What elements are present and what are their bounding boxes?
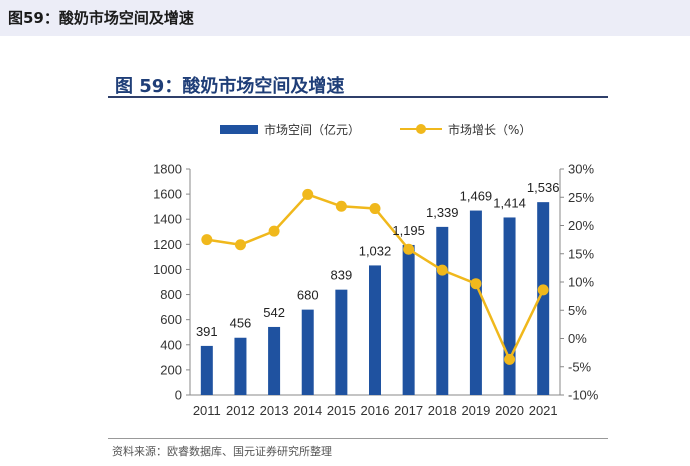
left-axis-tick-label: 400 [160, 337, 182, 352]
legend-label-market-size: 市场空间（亿元） [264, 122, 361, 137]
x-axis-tick-label: 2013 [260, 403, 289, 418]
right-axis-tick-label: 25% [568, 190, 594, 205]
bar [234, 337, 247, 395]
bar-data-label: 680 [297, 288, 319, 303]
right-axis-tick-label: 5% [568, 303, 587, 318]
x-axis-tick-label: 2020 [495, 403, 524, 418]
bar-data-label: 1,032 [359, 243, 392, 258]
growth-point [268, 225, 280, 237]
growth-point [302, 188, 314, 200]
legend-label-growth: 市场增长（%） [448, 122, 532, 137]
bar-data-label: 1,339 [426, 205, 459, 220]
left-axis-tick-label: 800 [160, 287, 182, 302]
chart-legend: 市场空间（亿元） 市场增长（%） [0, 118, 690, 140]
x-axis-tick-label: 2012 [226, 403, 255, 418]
left-axis-tick-label: 600 [160, 312, 182, 327]
bar [268, 326, 281, 395]
growth-point [335, 200, 347, 212]
bar [335, 289, 348, 395]
header-bar: 图59：酸奶市场空间及增速 [0, 0, 690, 36]
bar [369, 265, 381, 395]
bar [436, 226, 449, 395]
growth-point [234, 239, 246, 251]
growth-point [436, 264, 448, 276]
growth-point [537, 284, 549, 296]
bar [402, 244, 415, 395]
right-axis-tick-label: 15% [568, 246, 594, 261]
right-axis-tick-label: 20% [568, 218, 594, 233]
legend-line-swatch [400, 123, 442, 135]
right-axis-tick-label: -5% [568, 359, 592, 374]
bar-data-label: 839 [331, 268, 353, 283]
bar [200, 345, 213, 395]
left-axis-tick-label: 1400 [153, 212, 182, 227]
x-axis-tick-label: 2014 [293, 403, 322, 418]
left-axis-tick-label: 1200 [153, 237, 182, 252]
growth-point [403, 243, 415, 255]
bar [469, 210, 482, 395]
right-axis-tick-label: 10% [568, 275, 594, 290]
x-axis-tick-label: 2016 [361, 403, 390, 418]
bar [537, 202, 550, 395]
growth-point [504, 353, 516, 365]
x-axis-tick-label: 2019 [461, 403, 490, 418]
left-axis-tick-label: 200 [160, 362, 182, 377]
right-axis-tick-label: 30% [568, 162, 594, 177]
growth-point [470, 278, 482, 290]
bar-data-label: 1,469 [460, 189, 493, 204]
x-axis-tick-label: 2021 [529, 403, 558, 418]
left-axis-tick-label: 1600 [153, 187, 182, 202]
growth-point [369, 203, 381, 215]
header-title: 图59：酸奶市场空间及增速 [8, 9, 194, 27]
legend-item-market-size: 市场空间（亿元） [220, 118, 360, 140]
left-axis-tick-label: 1000 [153, 262, 182, 277]
growth-point [201, 234, 213, 246]
bar [503, 217, 516, 395]
bar [301, 309, 314, 395]
right-axis-tick-label: -10% [568, 388, 599, 403]
x-axis-tick-label: 2018 [428, 403, 457, 418]
title-divider [108, 96, 608, 98]
x-axis-tick-label: 2011 [193, 403, 221, 418]
source-note: 资料来源：欧睿数据库、国元证券研究所整理 [112, 445, 332, 458]
bar-data-label: 391 [196, 324, 218, 339]
legend-bar-swatch [220, 124, 258, 134]
legend-item-growth: 市场增长（%） [400, 118, 531, 140]
chart-title: 图 59：酸奶市场空间及增速 [115, 76, 345, 97]
bar-data-label: 542 [263, 305, 285, 320]
x-axis-tick-label: 2015 [327, 403, 356, 418]
bar-data-label: 1,536 [527, 180, 560, 195]
right-axis-tick-label: 0% [568, 331, 587, 346]
left-axis-tick-label: 1800 [153, 162, 182, 177]
bar-data-label: 456 [230, 316, 252, 331]
left-axis-tick-label: 0 [175, 388, 182, 403]
bar-data-label: 1,414 [493, 195, 526, 210]
x-axis-tick-label: 2017 [394, 403, 423, 418]
bar-data-label: 1,195 [392, 223, 425, 238]
source-divider [108, 438, 608, 439]
